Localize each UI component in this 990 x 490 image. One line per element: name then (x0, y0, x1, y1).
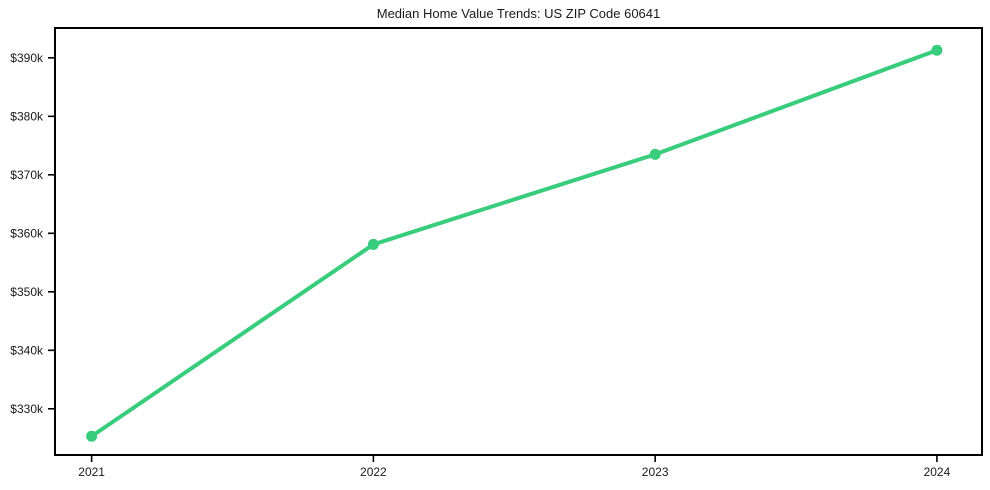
y-tick-label: $390k (10, 51, 44, 65)
y-tick-label: $360k (10, 226, 44, 240)
y-tick-label: $380k (10, 109, 44, 123)
y-tick-label: $350k (10, 285, 44, 299)
x-tick-label: 2023 (642, 465, 669, 479)
y-tick-label: $340k (10, 343, 44, 357)
trend-line (89, 48, 939, 439)
data-point-marker (86, 430, 98, 442)
data-point-marker (931, 44, 943, 56)
x-tick-label: 2024 (924, 465, 951, 479)
y-tick-label: $370k (10, 168, 44, 182)
y-tick-label: $330k (10, 402, 44, 416)
data-point-marker (649, 148, 661, 160)
x-tick-label: 2021 (78, 465, 105, 479)
chart-title: Median Home Value Trends: US ZIP Code 60… (376, 6, 661, 21)
plot-frame (54, 27, 983, 456)
data-point-marker (367, 238, 379, 250)
x-tick-label: 2022 (360, 465, 387, 479)
